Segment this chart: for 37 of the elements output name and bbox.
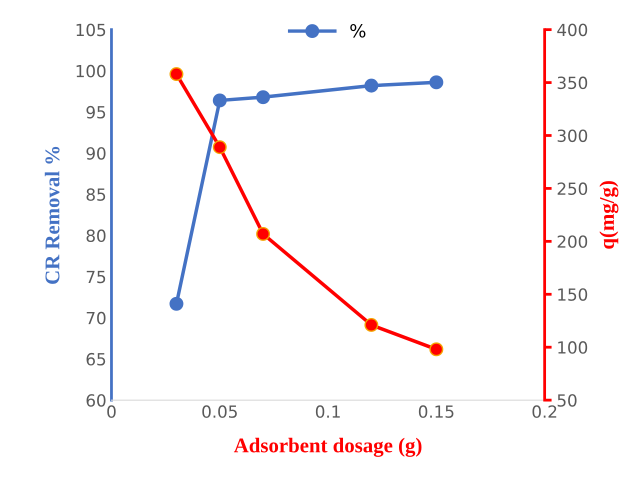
x-tick-label: 0.2 xyxy=(532,405,556,418)
y2-axis-title: q(mg/g) xyxy=(599,181,618,249)
y-tick-label: 60 xyxy=(86,394,106,407)
y2-tick-label: 150 xyxy=(558,288,588,301)
y-tick-label: 95 xyxy=(86,106,106,119)
y-tick-label: 100 xyxy=(76,64,106,78)
y2-tick-label: 200 xyxy=(558,235,588,248)
point xyxy=(170,67,184,82)
y2-tick-label: 100 xyxy=(558,341,588,354)
point xyxy=(364,78,378,93)
y-tick-label: 65 xyxy=(86,352,106,366)
x-tick-label: 0.15 xyxy=(418,405,454,418)
y-tick-label: 90 xyxy=(86,147,106,160)
y-tick-label: 105 xyxy=(76,24,106,36)
y-tick-label: 75 xyxy=(86,270,106,284)
x-axis-title: Adsorbent dosage (g) xyxy=(234,438,422,457)
y-tick-label: 85 xyxy=(86,188,106,201)
x-tick-label: 0.05 xyxy=(202,405,237,418)
x-tick-label: 0 xyxy=(107,405,116,418)
y2-tick-label: 300 xyxy=(558,129,588,142)
y2-tick-label: 400 xyxy=(557,24,588,36)
y-axis-title: CR Removal % xyxy=(44,146,60,284)
y2-tick-label: 350 xyxy=(558,76,588,90)
point xyxy=(429,342,444,356)
point xyxy=(170,296,184,311)
y-tick-label: 70 xyxy=(86,312,106,324)
point xyxy=(212,140,227,154)
point xyxy=(212,94,227,108)
y-tick-label: 80 xyxy=(86,229,106,242)
point xyxy=(364,318,378,332)
y2-tick-label: 50 xyxy=(558,394,577,407)
y2-tick-label: 250 xyxy=(558,182,588,195)
legend-label: % xyxy=(350,24,366,38)
point xyxy=(256,90,270,104)
x-tick-label: 0.1 xyxy=(316,405,340,418)
point xyxy=(429,75,444,90)
point xyxy=(256,227,270,241)
